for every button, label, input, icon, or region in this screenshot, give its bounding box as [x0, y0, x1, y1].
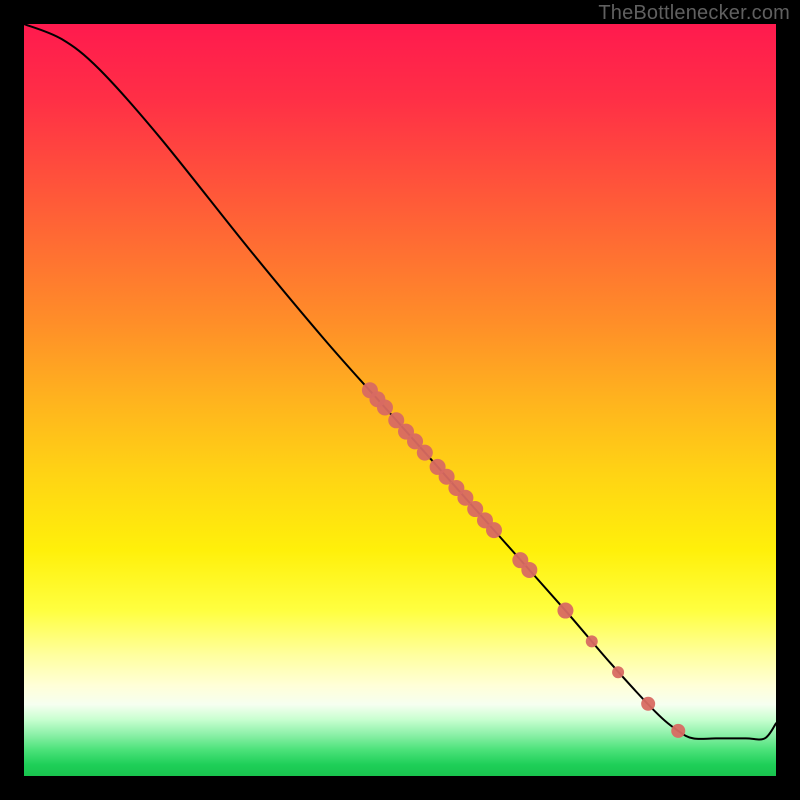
marker-dot: [586, 635, 598, 647]
chart-plot-area: [24, 24, 776, 776]
marker-dot: [377, 400, 393, 416]
marker-dot: [641, 697, 655, 711]
marker-dot: [557, 603, 573, 619]
marker-dot: [671, 724, 685, 738]
chart-background: [24, 24, 776, 776]
marker-dot: [612, 666, 624, 678]
stage: TheBottlenecker.com: [0, 0, 800, 800]
chart-svg: [24, 24, 776, 776]
marker-dot: [417, 445, 433, 461]
watermark-label: TheBottlenecker.com: [598, 2, 790, 25]
marker-dot: [486, 522, 502, 538]
marker-dot: [521, 562, 537, 578]
